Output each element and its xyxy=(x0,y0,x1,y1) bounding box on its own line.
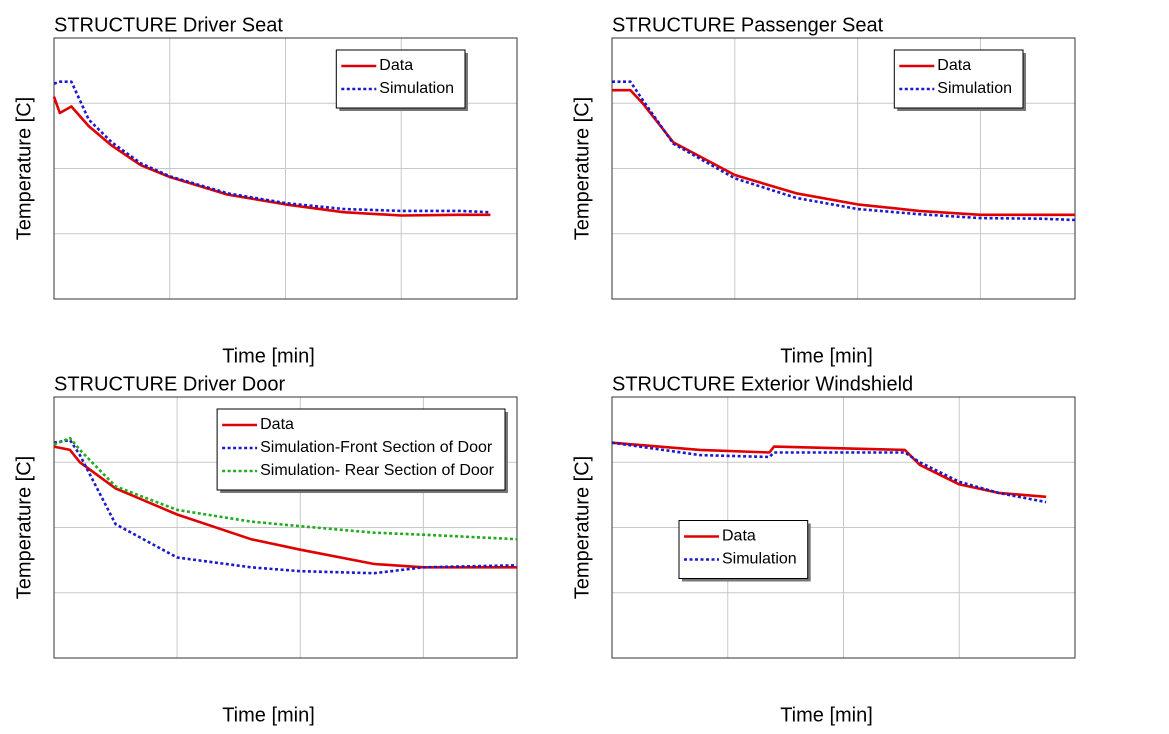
chart-title: STRUCTURE Driver Door xyxy=(54,373,285,395)
y-axis-label: Temperature [C] xyxy=(13,456,35,599)
series-line xyxy=(53,436,518,541)
series-line xyxy=(611,441,1047,499)
legend-box xyxy=(678,520,809,579)
legend: Data Simulation xyxy=(893,49,1026,111)
legend-label: Data xyxy=(722,528,756,545)
legend-box xyxy=(216,408,506,491)
legend-label: Data xyxy=(937,57,971,74)
subplot: STRUCTURE Driver Door Time [min] Temperatu… xyxy=(13,373,518,726)
series-line xyxy=(611,441,1047,504)
series-line xyxy=(53,80,491,214)
legend-label: Simulation xyxy=(379,80,454,97)
x-axis-label: Time [min] xyxy=(222,704,315,726)
legend-label: Data xyxy=(379,57,413,74)
series-line xyxy=(612,80,1076,222)
chart-title: STRUCTURE Exterior Windshield xyxy=(612,373,913,395)
legend: Data Simulation xyxy=(335,49,468,111)
legend-label: Simulation xyxy=(937,80,1012,97)
legend: Data Simulation-Front Section of Door Simu… xyxy=(216,408,508,493)
x-axis-label: Time [min] xyxy=(222,345,315,367)
x-axis-label: Time [min] xyxy=(780,345,873,367)
legend-label: Simulation-Front Section of Door xyxy=(260,439,493,456)
series-line xyxy=(53,445,517,569)
legend-label: Data xyxy=(260,416,294,433)
plot-frame xyxy=(611,37,1076,300)
subplot: STRUCTURE Passenger Seat Time [min] Temper… xyxy=(571,14,1076,367)
y-axis-label: Temperature [C] xyxy=(571,456,593,599)
series-line xyxy=(612,88,1075,217)
y-axis-label: Temperature [C] xyxy=(13,97,35,240)
subplot: STRUCTURE Exterior Windshield Time [min] T… xyxy=(571,373,1076,726)
y-axis-label: Temperature [C] xyxy=(571,97,593,240)
legend: Data Simulation xyxy=(678,520,811,582)
subplot: STRUCTURE Driver Seat Time [min] Temperatu… xyxy=(13,14,518,367)
chart-title: STRUCTURE Driver Seat xyxy=(54,14,283,36)
legend-box xyxy=(893,49,1024,109)
plot-frame xyxy=(53,37,518,300)
legend-label: Simulation xyxy=(722,551,797,568)
plot-frame xyxy=(611,396,1076,659)
plot-frame xyxy=(53,396,518,659)
chart-title: STRUCTURE Passenger Seat xyxy=(612,14,884,36)
legend-box xyxy=(335,49,466,109)
legend-label: Simulation- Rear Section of Door xyxy=(260,462,495,479)
x-axis-label: Time [min] xyxy=(780,704,873,726)
